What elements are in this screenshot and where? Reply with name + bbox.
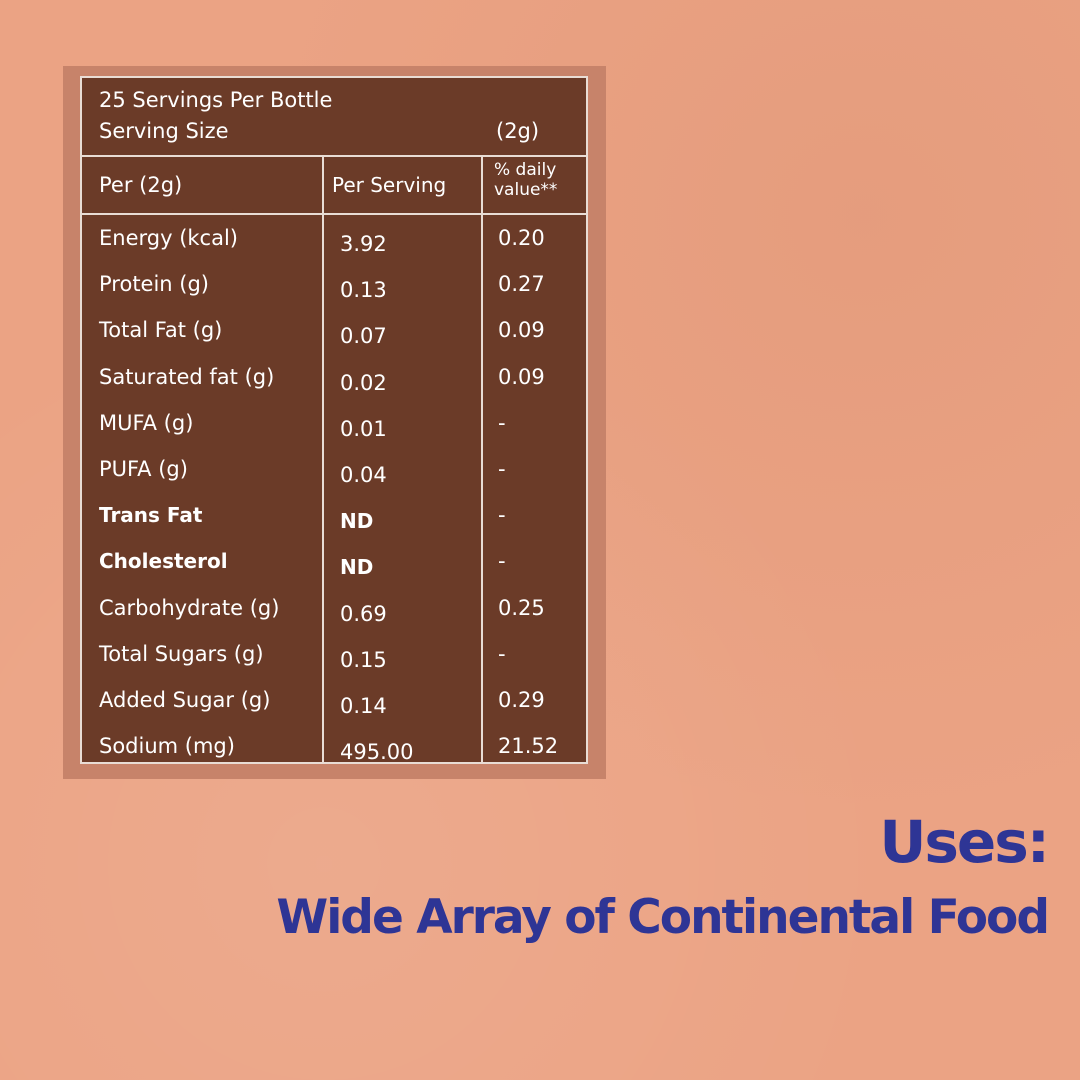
row-name: Total Sugars (g) xyxy=(99,641,264,666)
row-name: PUFA (g) xyxy=(99,457,188,481)
nutrition-table: 25 Servings Per Bottle Serving Size (2g)… xyxy=(80,76,588,764)
serving-size-label: Serving Size xyxy=(99,119,229,143)
column-header-per-serving: Per Serving xyxy=(332,173,447,197)
divider xyxy=(82,155,586,157)
column-header-daily-value-line2: value** xyxy=(494,180,558,200)
row-name: Protein (g) xyxy=(99,272,210,297)
row-dv: 0.20 xyxy=(498,226,545,250)
row-dv: 0.27 xyxy=(498,272,545,297)
row-dv: 21.52 xyxy=(498,734,559,759)
row-dv: - xyxy=(498,410,506,435)
row-per: 495.00 xyxy=(340,740,414,765)
row-per: ND xyxy=(340,509,374,534)
row-name: MUFA (g) xyxy=(99,410,194,435)
row-per: 0.15 xyxy=(340,647,387,672)
row-dv: 0.09 xyxy=(498,318,545,343)
row-dv: - xyxy=(498,457,506,481)
row-dv: - xyxy=(498,503,506,528)
row-name: Trans Fat xyxy=(99,503,203,528)
uses-text: Wide Array of Continental Food xyxy=(276,890,1050,945)
row-name: Added Sugar (g) xyxy=(99,688,271,712)
uses-title: Uses: xyxy=(879,808,1050,876)
row-name: Carbohydrate (g) xyxy=(99,595,280,620)
row-per: 0.01 xyxy=(340,416,387,441)
row-name: Cholesterol xyxy=(99,549,228,574)
divider xyxy=(82,213,586,215)
divider xyxy=(322,156,324,762)
row-dv: 0.29 xyxy=(498,688,545,712)
row-per: 0.07 xyxy=(340,324,387,349)
row-per: 0.02 xyxy=(340,370,387,395)
row-dv: - xyxy=(498,549,506,574)
row-name: Energy (kcal) xyxy=(99,226,238,250)
row-per: 0.13 xyxy=(340,278,387,303)
row-per: 3.92 xyxy=(340,232,387,256)
row-dv: 0.09 xyxy=(498,364,545,389)
serving-size-value: (2g) xyxy=(496,119,540,143)
row-per: ND xyxy=(340,555,374,580)
column-header-per: Per (2g) xyxy=(99,173,183,197)
row-dv: - xyxy=(498,641,506,666)
row-name: Sodium (mg) xyxy=(99,734,235,759)
row-per: 0.04 xyxy=(340,463,387,487)
row-per: 0.14 xyxy=(340,694,387,718)
row-per: 0.69 xyxy=(340,601,387,626)
row-name: Total Fat (g) xyxy=(99,318,223,343)
row-dv: 0.25 xyxy=(498,595,545,620)
column-header-daily-value-line1: % daily xyxy=(494,160,557,180)
divider xyxy=(481,156,483,762)
row-name: Saturated fat (g) xyxy=(99,364,275,389)
servings-per-bottle: 25 Servings Per Bottle xyxy=(99,88,333,112)
